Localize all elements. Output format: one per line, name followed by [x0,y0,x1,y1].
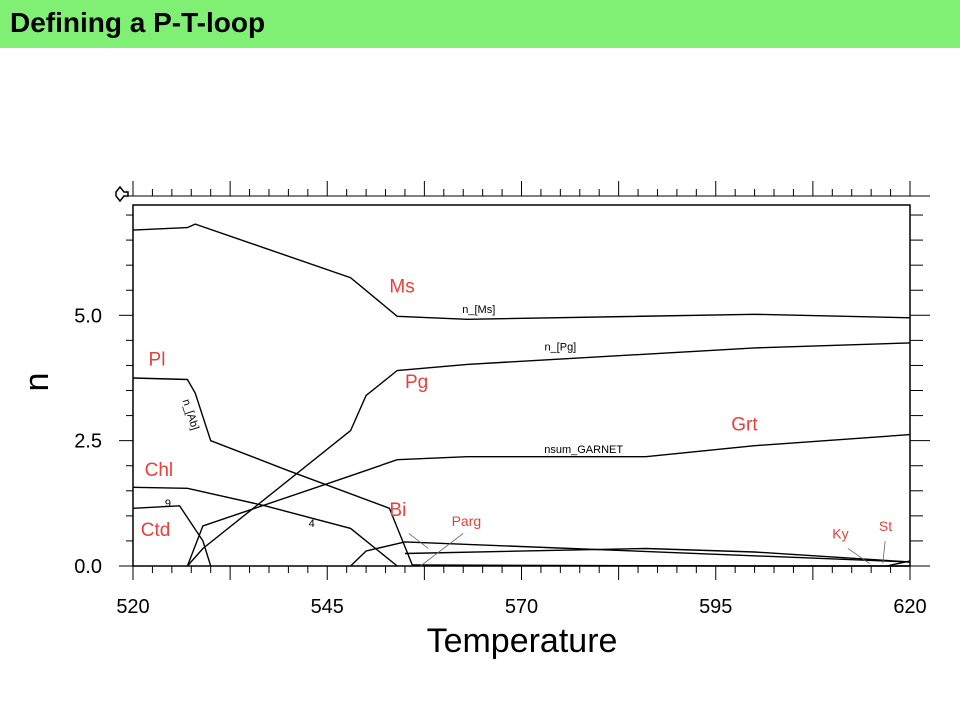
y-tick-label: 0.0 [74,556,102,578]
leader-line [408,533,429,549]
series-line [132,505,212,567]
series-line [132,377,414,567]
phase-label: Ky [832,525,848,541]
chart-series [132,223,911,567]
phase-label: Pl [149,349,166,370]
x-tick-label: 620 [893,596,926,618]
curve-label: 9 [165,498,171,510]
chart-ticks: 520 545 570 595 620 0.0 2.5 5.0 [74,181,930,618]
page-title: Defining a P-T-loop [10,7,266,38]
y-tick-label: 5.0 [74,305,102,327]
curve-label: 4 [309,518,315,530]
phase-label: Parg [452,513,482,529]
x-tick-label: 570 [505,596,538,618]
series-line [886,560,911,567]
phase-label: Grt [731,415,758,436]
series-line [404,547,911,563]
series-line [186,433,911,567]
curve-label: nsum_GARNET [544,444,623,456]
chart-labels: n_[Ms]n_[Pg]nsum_GARNETn_[Ab]49MsPgGrtPl… [141,277,892,567]
x-tick-label: 520 [116,596,149,618]
series-line [132,223,911,321]
phase-label: Pg [405,372,428,393]
phase-label: St [879,518,892,534]
x-axis-title: Temperature [427,622,618,660]
curve-label: n_[Pg] [544,341,576,353]
title-bar [0,0,960,48]
leader-line [420,533,464,567]
y-tick-label: 2.5 [74,431,102,453]
leader-line [882,540,886,564]
series-line [186,342,911,567]
series-line [350,541,911,567]
x-tick-label: 595 [699,596,732,618]
series-line [412,564,910,567]
curve-label: n_[Ms] [462,304,495,316]
leader-line [847,548,870,564]
y-axis-title: n [18,373,56,392]
phase-label: Bi [389,500,406,521]
plus-marker-icon [115,185,129,203]
x-tick-label: 545 [311,596,344,618]
phase-label: Chl [145,460,174,481]
phase-label: Ms [389,277,414,298]
series-line [132,486,398,567]
phase-label: Ctd [141,520,171,541]
